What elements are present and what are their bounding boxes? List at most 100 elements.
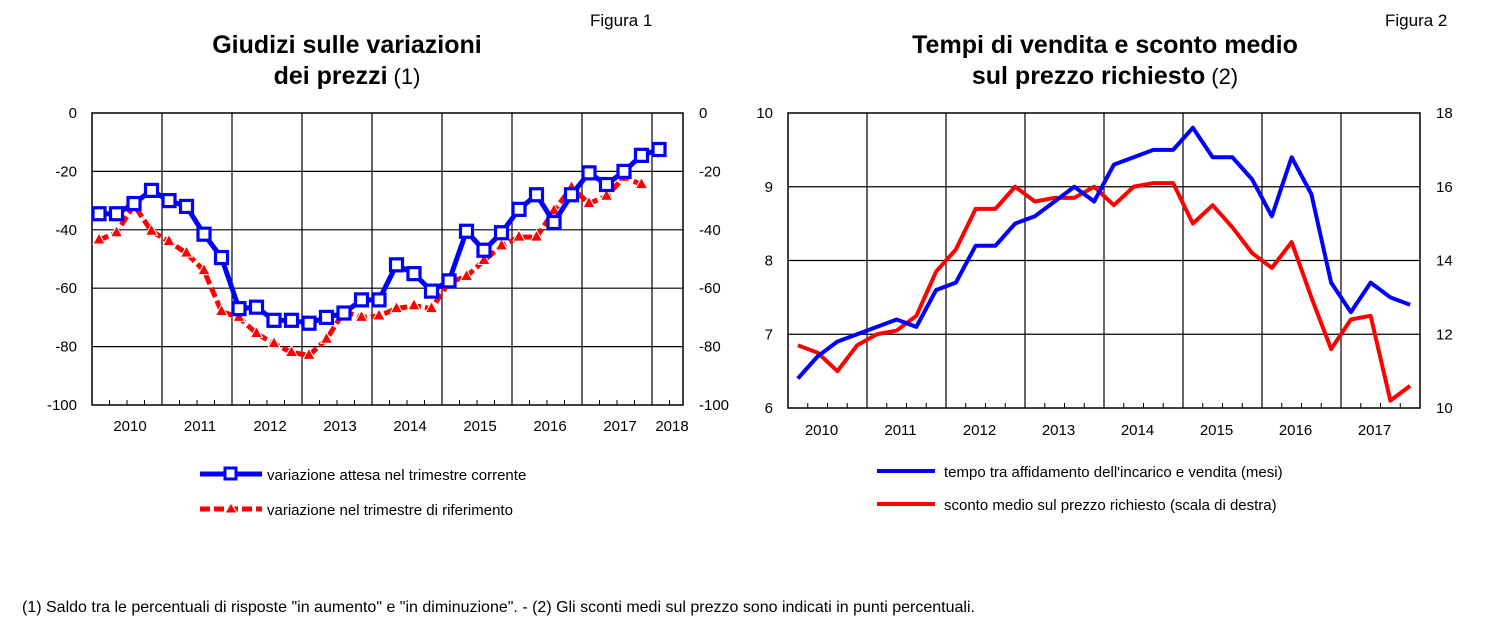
series-blue-point [633,147,650,163]
series-red-point [459,268,474,282]
series-red-point [214,303,229,317]
series-red-point [547,202,561,216]
series-red-point [162,233,176,246]
series-red-point [284,344,299,357]
x-tick-label: 2010 [113,418,146,435]
y-left-tick-label: 9 [765,179,773,196]
series-red-point [109,224,124,238]
chart-1-title-line2-wrap: dei prezzi (1) [274,62,421,90]
series-blue-point [616,163,632,179]
series-red-point [389,300,404,314]
series-blue-line [796,125,1411,380]
chart-1-title-line2: dei prezzi [274,62,388,90]
series-blue-point [213,249,230,266]
series-blue-point [353,292,370,308]
x-tick-label: 2011 [884,422,916,439]
series-red-point [424,300,439,314]
chart-1-title-note: (1) [394,64,421,89]
series-blue-point [598,176,615,193]
series-blue-point [563,187,580,203]
chart-1-plot: 0 0 -20 -20 -40 -40 -60 -60 -80 -80 -100 -100 2010 20… [47,105,729,435]
legend-1-square-marker-icon [223,466,238,481]
series-red-point [179,245,194,258]
x-tick-label: 2014 [1121,422,1154,439]
x-tick-label: 2015 [463,418,496,435]
chart-1-title-line1: Giudizi sulle variazioni [212,31,482,59]
series-blue-point [423,283,440,299]
series-red-point [599,188,614,201]
series-red-point [354,309,369,322]
series-blue-point [371,292,387,308]
series-blue-point [458,223,475,239]
series-blue-point [511,201,527,217]
y-left-tick-label: -100 [47,397,77,414]
x-tick-label: 2017 [603,418,636,435]
legend-1-series-2: variazione nel trimestre di riferimento [267,502,513,519]
y-right-tick-label: -80 [699,339,721,356]
series-blue-point [388,257,405,273]
x-tick-label: 2010 [805,422,838,439]
y-right-tick-label: 14 [1436,253,1453,270]
chart-2-legend: tempo tra affidamento dell'incarico e ve… [877,464,1283,514]
legend-2-series-1: tempo tra affidamento dell'incarico e ve… [944,464,1283,481]
series-blue-point [126,195,142,212]
y-right-tick-label: -60 [699,280,721,297]
series-blue-point [283,312,300,328]
x-tick-label: 2013 [323,418,356,435]
y-right-tick-label: -40 [699,222,721,239]
chart-2-title-note: (2) [1211,64,1238,89]
series-red-point [512,229,526,242]
series-blue-point [248,299,265,315]
series-blue-point [581,165,597,181]
y-right-tick-label: -20 [699,163,721,180]
series-red-point [144,223,159,236]
y-left-tick-label: -80 [55,339,77,356]
series-blue-point [336,305,352,321]
x-tick-label: 2012 [963,422,996,439]
series-blue-point [406,266,422,282]
series-red-point [372,307,386,321]
series-red-line [797,181,1412,403]
series-blue-point [493,225,510,241]
x-tick-label: 2018 [655,418,688,435]
series-red-point [302,347,316,360]
x-tick-label: 2017 [1358,422,1391,439]
series-blue-point [161,193,177,209]
series-red-point [407,297,421,311]
series-blue-point [546,214,562,231]
figure-1-label: Figura 1 [590,11,652,30]
series-blue-point [91,206,107,222]
series-red-point [197,262,211,276]
y-left-tick-label: 10 [756,105,773,122]
y-left-tick-label: -40 [55,222,77,239]
series-red-point [494,237,509,251]
x-tick-label: 2015 [1200,422,1233,439]
figure-2-label: Figura 2 [1385,11,1447,30]
series-blue-point [476,242,492,258]
legend-2-series-2: sconto medio sul prezzo richiesto (scala… [944,497,1277,514]
y-left-tick-label: -20 [55,163,77,180]
series-blue-point [143,182,160,198]
series-blue-point [108,206,125,222]
series-blue-point [301,315,317,331]
chart-2-title-line1: Tempi di vendita e sconto medio [912,31,1298,59]
y-left-tick-label: 8 [765,253,773,270]
series-red-point [477,252,491,265]
x-tick-label: 2016 [533,418,566,435]
plot-area [91,112,684,406]
series-blue-point [318,309,335,325]
y-right-tick-label: 10 [1436,400,1453,417]
y-right-tick-label: 18 [1436,105,1453,122]
x-tick-label: 2012 [253,418,286,435]
chart-2-title-line2: sul prezzo richiesto [972,62,1205,90]
x-tick-label: 2013 [1042,422,1075,439]
series-blue-point [196,226,212,242]
series-blue-point [231,301,247,317]
series-red-point [319,331,334,344]
y-right-tick-label: 16 [1436,179,1453,196]
y-left-tick-label: -60 [55,280,77,297]
x-tick-label: 2011 [184,418,216,435]
y-left-tick-label: 0 [69,105,77,122]
legend-1-series-1: variazione attesa nel trimestre corrente [267,467,526,484]
